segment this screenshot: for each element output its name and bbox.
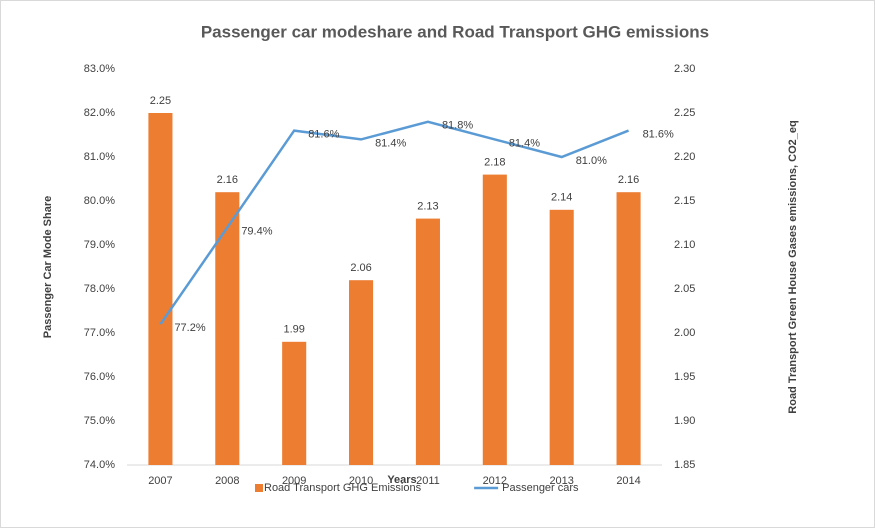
legend-label: Road Transport GHG Emissions: [264, 482, 422, 494]
y2-tick-label: 2.15: [674, 195, 695, 207]
x-tick-label: 2007: [148, 475, 172, 487]
y-tick-label: 82.0%: [84, 107, 115, 119]
line-value-label: 81.4%: [509, 137, 540, 149]
bar: [349, 280, 374, 465]
bar: [549, 209, 574, 465]
y2-tick-label: 2.25: [674, 107, 695, 119]
bar-value-label: 2.16: [618, 174, 639, 186]
bar-value-label: 2.16: [217, 174, 238, 186]
line-value-label: 81.6%: [308, 129, 339, 141]
y-tick-label: 74.0%: [84, 459, 115, 471]
bar-value-label: 2.06: [350, 262, 371, 274]
bar-value-label: 2.18: [484, 157, 505, 169]
x-axis-title: Years: [387, 474, 416, 486]
legend-swatch: [255, 484, 263, 492]
x-tick-label: 2014: [616, 475, 640, 487]
y-tick-label: 78.0%: [84, 283, 115, 295]
line-value-label: 79.4%: [241, 225, 272, 237]
y2-tick-label: 2.10: [674, 239, 695, 251]
x-tick-label: 2011: [416, 475, 440, 487]
line-value-label: 81.6%: [643, 129, 674, 141]
y2-tick-label: 2.05: [674, 283, 695, 295]
y-tick-label: 75.0%: [84, 415, 115, 427]
x-tick-label: 2012: [483, 475, 507, 487]
bar: [415, 218, 440, 465]
bar: [616, 192, 641, 465]
y2-tick-label: 1.90: [674, 415, 695, 427]
y2-tick-label: 1.85: [674, 459, 695, 471]
bar: [215, 192, 240, 465]
bar-value-label: 1.99: [283, 324, 304, 336]
bar: [148, 113, 173, 465]
line: [159, 120, 630, 325]
bar: [482, 174, 507, 465]
x-tick-label: 2013: [549, 475, 573, 487]
y2-axis-title: Road Transport Green House Gases emissio…: [787, 120, 799, 413]
y2-tick-label: 2.20: [674, 151, 695, 163]
bar: [282, 341, 307, 465]
y2-tick-label: 2.30: [674, 63, 695, 75]
y2-tick-label: 1.95: [674, 371, 695, 383]
bar-value-label: 2.13: [417, 201, 438, 213]
bar-value-label: 2.14: [551, 192, 572, 204]
y2-tick-label: 2.00: [674, 327, 695, 339]
y-tick-label: 80.0%: [84, 195, 115, 207]
line-value-label: 81.8%: [442, 120, 473, 132]
y-tick-label: 79.0%: [84, 239, 115, 251]
bar-value-label: 2.25: [150, 95, 171, 107]
line-value-label: 77.2%: [174, 322, 205, 334]
y-tick-label: 83.0%: [84, 63, 115, 75]
chart-title: Passenger car modeshare and Road Transpo…: [201, 22, 709, 41]
y-tick-label: 76.0%: [84, 371, 115, 383]
legend-label: Passenger cars: [502, 482, 579, 494]
y-tick-label: 81.0%: [84, 151, 115, 163]
x-tick-label: 2010: [349, 475, 373, 487]
line-value-label: 81.4%: [375, 137, 406, 149]
line-value-label: 81.0%: [576, 155, 607, 167]
x-tick-label: 2008: [215, 475, 239, 487]
y-axis-title: Passenger Car Mode Share: [42, 196, 54, 338]
y-tick-label: 77.0%: [84, 327, 115, 339]
x-tick-label: 2009: [282, 475, 306, 487]
